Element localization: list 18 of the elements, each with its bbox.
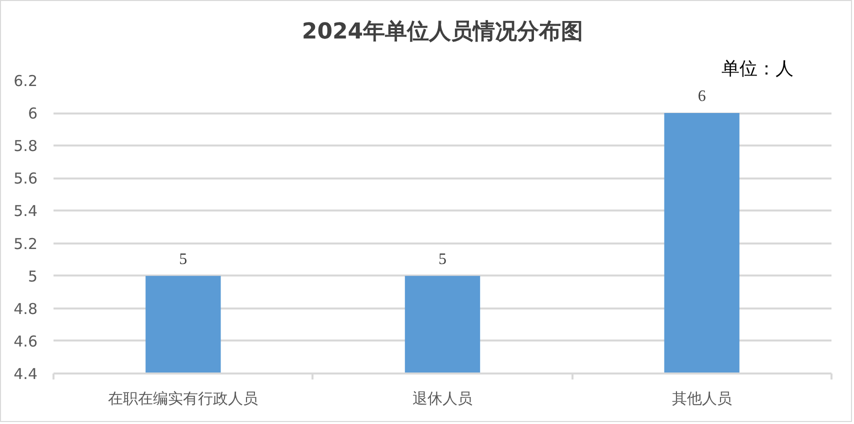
y-tick-label: 6 <box>28 104 38 123</box>
y-tick-label: 5.8 <box>14 137 38 156</box>
y-tick-label: 4.6 <box>14 332 38 350</box>
y-tick-label: 4.8 <box>14 300 38 318</box>
chart-title: 2024年单位人员情况分布图 <box>302 20 584 44</box>
x-tick-label: 退休人员 <box>412 390 472 408</box>
x-tick-label: 其他人员 <box>672 390 732 408</box>
y-tick-label: 4.4 <box>14 365 38 383</box>
y-tick-label: 5.2 <box>14 234 38 253</box>
x-tick-label: 在职在编实有行政人员 <box>108 390 258 408</box>
y-tick-label: 5.4 <box>14 202 38 220</box>
y-tick-label: 6.2 <box>14 72 38 90</box>
data-label: 6 <box>698 88 706 106</box>
data-label: 5 <box>438 250 446 268</box>
y-tick-label: 5 <box>28 267 38 286</box>
data-label: 5 <box>179 250 188 268</box>
text: 单位：人 <box>722 58 794 80</box>
y-tick-label: 5.6 <box>14 170 38 188</box>
